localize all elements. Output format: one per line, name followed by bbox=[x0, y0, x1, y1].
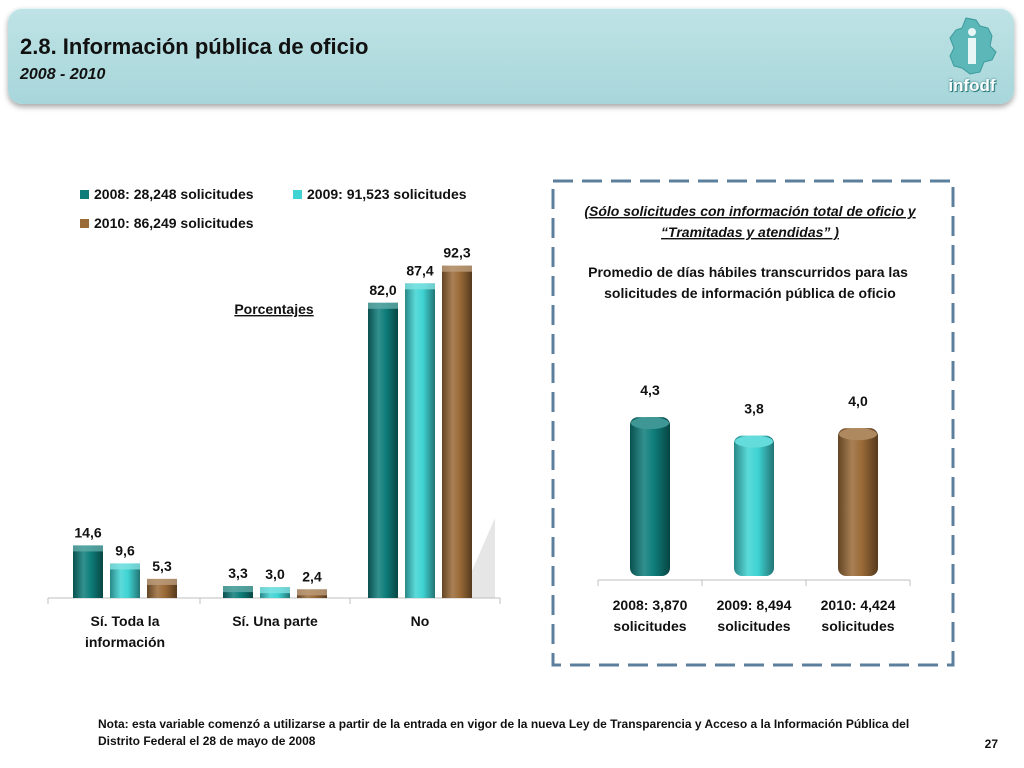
legend-swatch-2 bbox=[293, 190, 302, 199]
dashed-frame bbox=[551, 179, 955, 667]
footer-note: Nota: esta variable comenzó a utilizarse… bbox=[98, 717, 910, 748]
cylinder-top-3 bbox=[839, 428, 877, 441]
bar-top-1-1 bbox=[73, 545, 103, 552]
bar-top-2-1 bbox=[223, 586, 253, 593]
data-label-2: 3,8 bbox=[744, 401, 764, 417]
category-label-2: 2009: 8,494 bbox=[717, 597, 792, 613]
chart-title: Promedio de días hábiles transcurridos p… bbox=[588, 264, 908, 280]
infodf-logo: infodf bbox=[944, 16, 1000, 108]
bar-top-3-3 bbox=[442, 265, 472, 272]
data-label-3: 4,0 bbox=[848, 393, 868, 409]
category-label-1: Sí. Toda la bbox=[91, 613, 160, 629]
cylinder-bar-3 bbox=[838, 428, 878, 576]
bar-3-3 bbox=[442, 265, 472, 598]
category-label-1: 2008: 3,870 bbox=[613, 597, 688, 613]
data-label-3-2: 87,4 bbox=[406, 262, 433, 278]
category-label-3: 2010: 4,424 bbox=[821, 597, 896, 613]
legend-label-2: 2009: 91,523 solicitudes bbox=[307, 186, 467, 202]
average-days-bar-chart: (Sólo solicitudes con información total … bbox=[551, 179, 955, 667]
header-banner: 2.8. Información pública de oficio 2008 … bbox=[8, 8, 1014, 104]
category-label-2: solicitudes bbox=[717, 618, 790, 634]
data-label-3-1: 82,0 bbox=[369, 282, 396, 298]
category-label-1: solicitudes bbox=[613, 618, 686, 634]
data-label-3-3: 92,3 bbox=[443, 245, 470, 261]
data-label-1: 4,3 bbox=[640, 382, 660, 398]
cylinder-bar-1 bbox=[630, 417, 670, 576]
chart-title: solicitudes de información pública de of… bbox=[604, 285, 896, 301]
cylinder-top-2 bbox=[735, 435, 773, 448]
data-label-1-1: 14,6 bbox=[74, 524, 101, 540]
page-title: 2.8. Información pública de oficio bbox=[20, 34, 369, 59]
bar-top-3-2 bbox=[405, 283, 435, 290]
legend-label-1: 2008: 28,248 solicitudes bbox=[94, 186, 254, 202]
bar-top-1-3 bbox=[147, 578, 177, 585]
percentages-bar-chart: 2008: 28,248 solicitudes 2009: 91,523 sol… bbox=[47, 186, 501, 650]
data-label-2-2: 3,0 bbox=[265, 566, 285, 582]
cylinder-top-1 bbox=[631, 417, 669, 430]
bar-top-1-2 bbox=[110, 563, 140, 570]
data-label-2-3: 2,4 bbox=[302, 568, 322, 584]
category-label-3: solicitudes bbox=[821, 618, 894, 634]
bar-top-2-3 bbox=[297, 589, 327, 596]
cylinder-bar-2 bbox=[734, 435, 774, 576]
bar-3-1 bbox=[368, 302, 398, 598]
category-label-1: información bbox=[85, 634, 165, 650]
bar-1-1 bbox=[73, 545, 103, 598]
data-label-2-1: 3,3 bbox=[228, 565, 248, 581]
data-label-1-3: 5,3 bbox=[152, 558, 172, 574]
page-number: 27 bbox=[984, 737, 998, 751]
bar-3-2 bbox=[405, 283, 435, 598]
legend-swatch-1 bbox=[80, 190, 89, 199]
data-label-1-2: 9,6 bbox=[115, 542, 135, 558]
legend-swatch-3 bbox=[80, 219, 89, 228]
bar-top-2-2 bbox=[260, 587, 290, 594]
mexico-city-map-icon bbox=[949, 17, 997, 75]
chart-title: Porcentajes bbox=[234, 301, 314, 317]
chart-subtitle: “Tramitadas y atendidas” ) bbox=[661, 224, 839, 240]
page-subtitle: 2008 - 2010 bbox=[20, 66, 106, 83]
chart-subtitle: (Sólo solicitudes con información total … bbox=[584, 203, 917, 219]
logo-text: infodf bbox=[948, 76, 996, 95]
category-label-2: Sí. Una parte bbox=[232, 613, 318, 629]
category-label-3: No bbox=[411, 613, 430, 629]
legend-label-3: 2010: 86,249 solicitudes bbox=[94, 215, 254, 231]
bar-top-3-1 bbox=[368, 302, 398, 309]
